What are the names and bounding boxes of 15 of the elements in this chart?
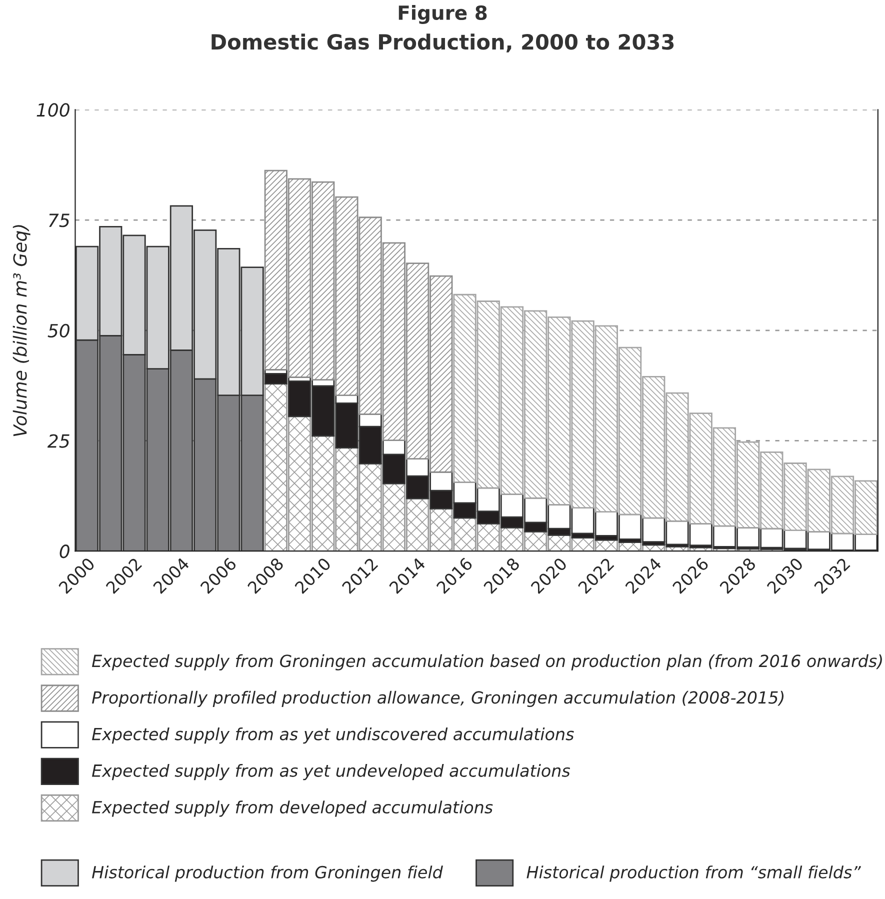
legend-label: Historical production from “small fields” xyxy=(526,866,861,882)
legend-label: Expected supply from as yet undiscovered accumulations xyxy=(92,727,574,744)
chart-title: Domestic Gas Production, 2000 to 2033 xyxy=(212,34,674,52)
legend-label: Proportionally profiled production allowance, Groningen accumulation (2008-2015) xyxy=(92,690,784,708)
caption: Figure 8 xyxy=(398,5,487,24)
legend-label: Expected supply from developed accumulations xyxy=(92,800,493,817)
y-tick-label: 50 xyxy=(48,324,70,338)
legend-label: Expected supply from Groningen accumulation based on production plan (from 2016 onwards) xyxy=(92,654,882,670)
legend-label: Expected supply from as yet undeveloped accumulations xyxy=(92,764,570,780)
y-tick-label: 25 xyxy=(47,434,70,448)
y-tick-label: 0 xyxy=(60,544,70,558)
y-axis-title: Volume (billion m³ Geq) xyxy=(12,225,30,436)
y-tick-label: 100 xyxy=(36,103,70,117)
y-tick-label: 75 xyxy=(49,214,70,228)
legend-label: Historical production from Groningen field xyxy=(92,866,443,882)
